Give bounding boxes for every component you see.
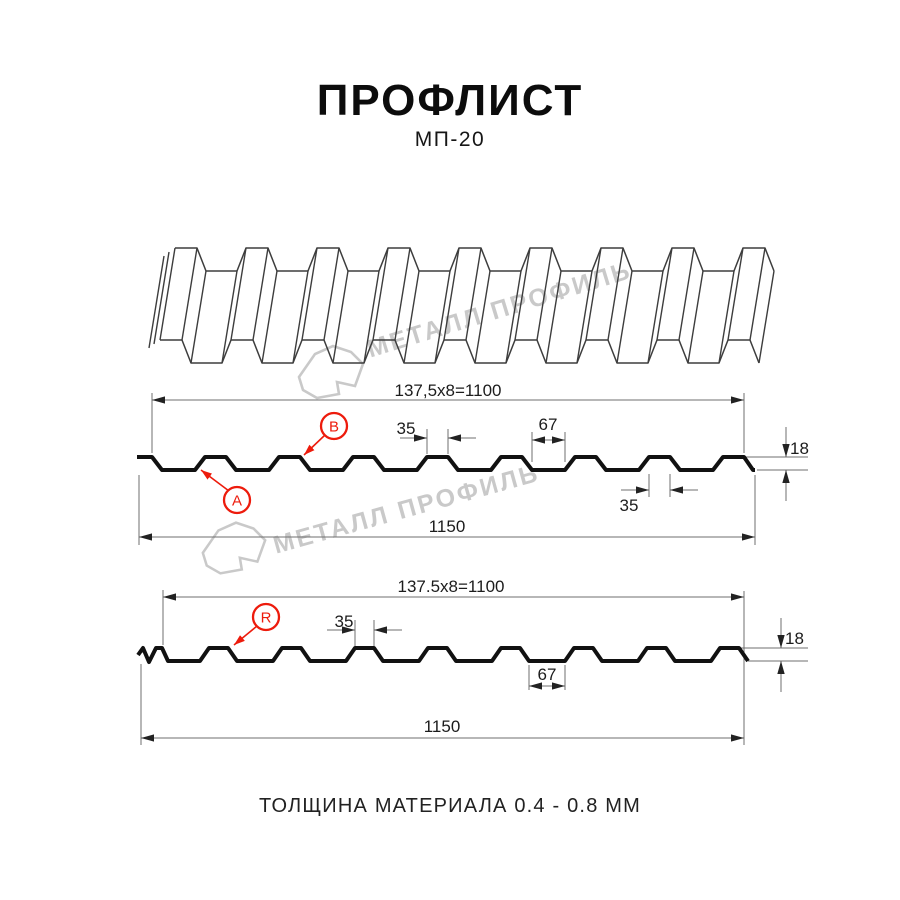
dim-label-pitch: 137.5x8=1100 [398,577,505,596]
sheet3d-rib-line [474,270,491,364]
dim-label-rib-top-width: 35 [335,612,354,631]
dim-label-overall-width: 1150 [429,517,466,536]
sheet3d-rib-line [323,247,340,341]
page-title: ПРОФЛИСТ [316,76,584,125]
sheet3d-rib-line [585,247,602,341]
sheet3d-rib-line [718,270,735,364]
sheet3d-rib-line [230,247,247,341]
section2-dimensions: 137.5x8=1100 35 67 18 1150 [140,577,808,745]
sheet3d-rib-line [190,270,207,364]
marker-letter-a: A [232,493,242,510]
sheet3d-rib-line [758,270,775,364]
sheet3d-rib-line [181,247,198,341]
sheet3d-rib-line [545,270,562,364]
marker-letter-b: B [329,419,339,436]
material-thickness-caption: ТОЛЩИНА МАТЕРИАЛА 0.4 - 0.8 ММ [258,795,641,817]
sheet3d-rib-line [616,270,633,364]
dim-label-valley-width: 67 [539,415,558,434]
marker-letter-r: R [261,610,272,627]
red-callout-markers: A B R [200,411,349,646]
sheet3d-rib-line [159,247,176,341]
sheet3d-rib-line [727,247,744,341]
dim-label-rib-base-width: 35 [620,496,639,515]
sheet3d-rib-line [363,270,380,364]
generated-linework [136,247,775,664]
sheet3d-rib-line [465,247,482,341]
sheet3d-rib-line [372,247,389,341]
sheet3d-rib-line [656,247,673,341]
sheet3d-rib-line [332,270,349,364]
dim-label-overall-width: 1150 [424,717,461,736]
sheet3d-rib-line [434,270,451,364]
sheet3d-rib-line [221,270,238,364]
dim-label-pitch: 137,5x8=1100 [395,381,502,400]
sheet3d-rib-line [252,247,269,341]
sheet3d-rib-line [647,270,664,364]
dim-label-height: 18 [785,629,804,648]
profile-model-subtitle: МП-20 [414,128,486,151]
marker-circle-r [251,602,281,632]
sheet3d-rib-line [443,247,460,341]
leader-line-b [303,434,326,456]
sheet3d-rib-line [261,270,278,364]
sheet3d-front-edge [160,339,760,364]
sheet3d-rib-line [607,247,624,341]
section2-profile-outline [136,646,750,664]
section1-profile-outline [137,455,755,472]
sheet3d-rib-line [576,270,593,364]
sheet3d-rib-line [536,247,553,341]
sheet3d-rib-line [678,247,695,341]
sheet3d-rib-line [394,247,411,341]
sheet3d-cut-edge [148,255,165,349]
leader-line-a [200,469,230,492]
sheet3d-rib-line [749,247,766,341]
sheet3d-rib-line [505,270,522,364]
dim-label-valley-width: 67 [538,665,557,684]
leader-line-r [233,625,258,646]
sheet3d-cut-edge [153,251,170,345]
sheet3d-rib-line [687,270,704,364]
dim-label-height: 18 [790,439,809,458]
section1-dimensions: 137,5x8=1100 35 67 35 18 [138,381,809,545]
marker-circle-b [319,411,349,441]
dim-label-rib-top-width: 35 [397,419,416,438]
sheet3d-rib-line [514,247,531,341]
sheet3d-rib-line [301,247,318,341]
sheet3d-rib-line [292,270,309,364]
marker-circle-a [222,485,252,515]
sheet3d-rib-line [403,270,420,364]
